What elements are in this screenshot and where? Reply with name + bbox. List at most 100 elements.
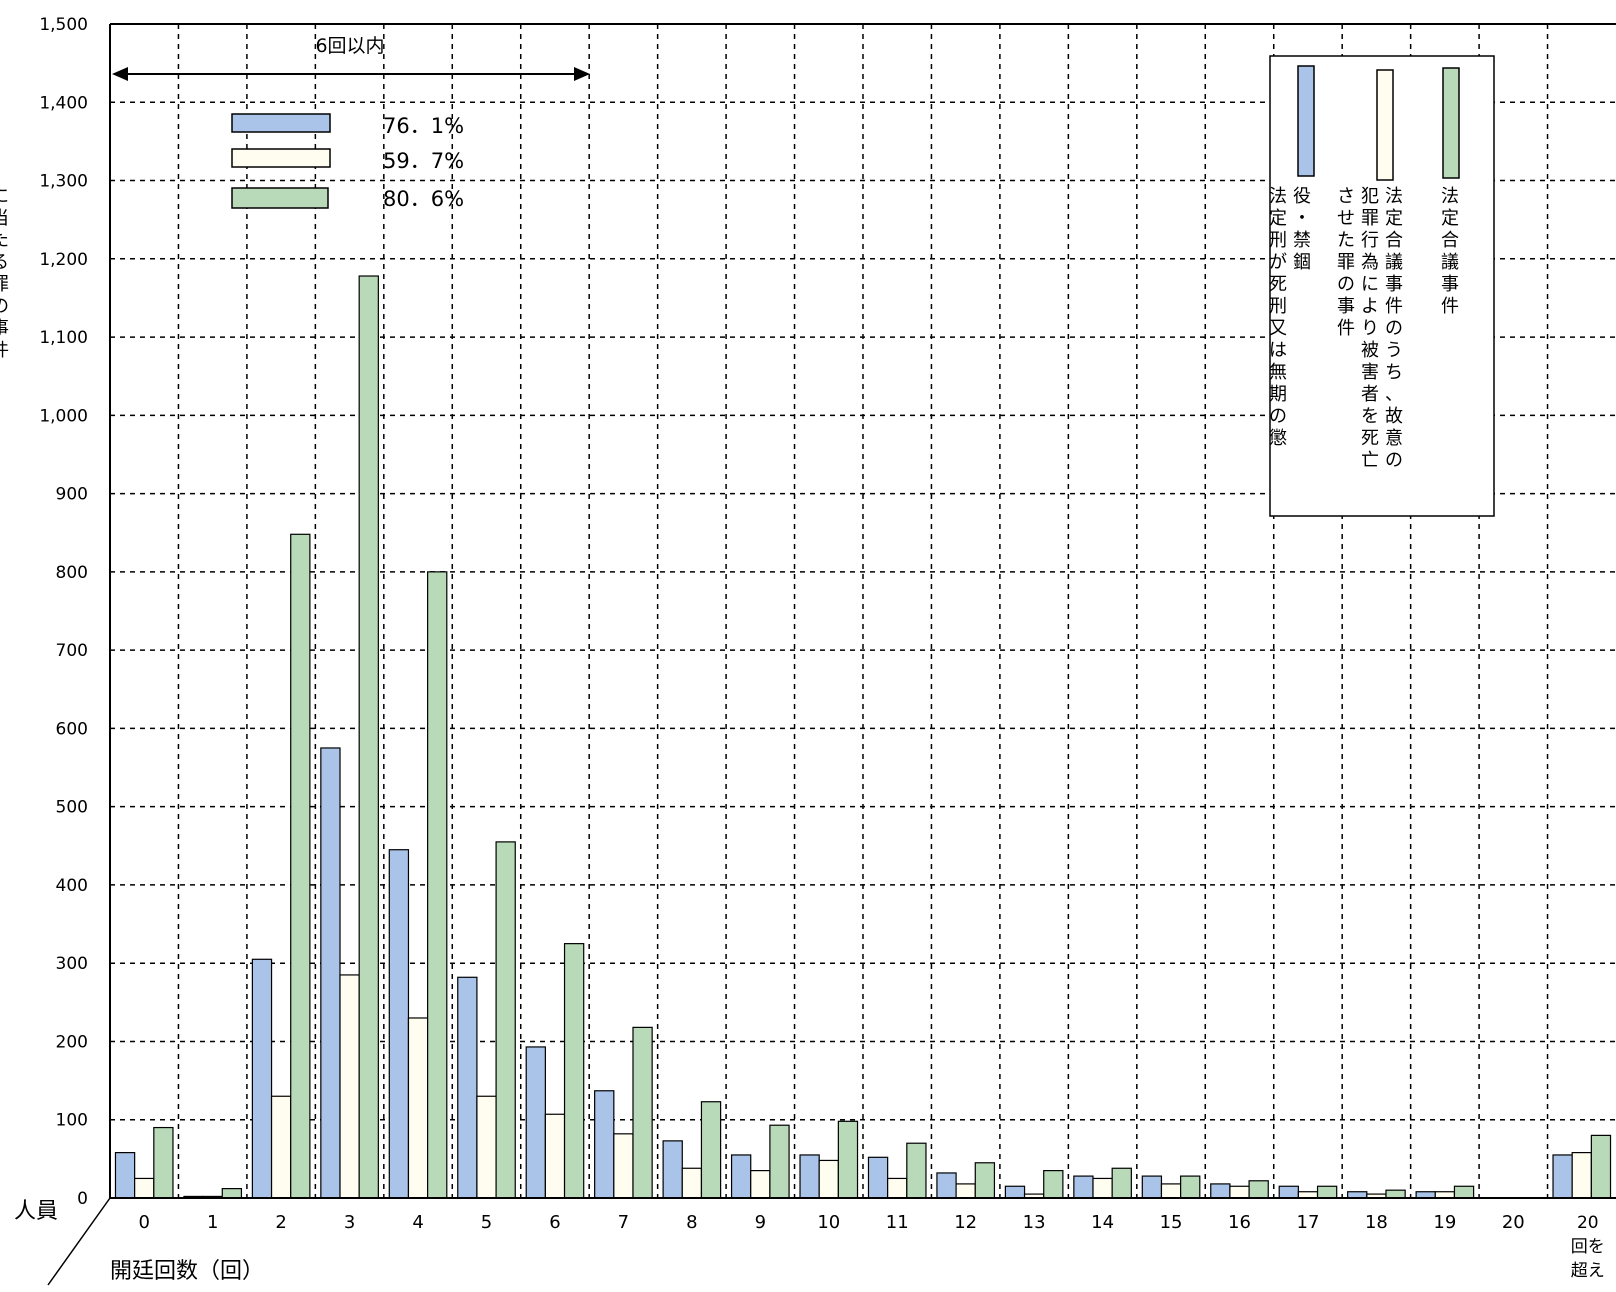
bar bbox=[407, 1017, 429, 1199]
bar bbox=[887, 1177, 908, 1199]
pct-swatch-cream bbox=[231, 148, 331, 168]
bar bbox=[221, 1188, 243, 1199]
legend-char: 件 bbox=[1337, 318, 1355, 339]
legend-char: 者 bbox=[1361, 384, 1379, 405]
bar bbox=[476, 1095, 497, 1199]
legend-swatch-blue bbox=[1297, 65, 1315, 177]
range-annotation: 6回以内 bbox=[112, 35, 590, 81]
y-tick-label: 400 bbox=[56, 876, 88, 896]
legend-char: 事 bbox=[0, 318, 9, 339]
bar bbox=[1278, 1185, 1299, 1199]
bar bbox=[818, 1159, 839, 1199]
y-tick-label: 1,000 bbox=[39, 406, 88, 426]
legend-char: 意 bbox=[1385, 428, 1403, 449]
pct-value-1: 76．1% bbox=[383, 114, 464, 138]
legend-char: 死 bbox=[1361, 428, 1379, 449]
bar bbox=[1590, 1134, 1612, 1199]
bar bbox=[837, 1120, 859, 1199]
bar bbox=[1180, 1175, 1201, 1199]
bar bbox=[974, 1162, 996, 1199]
y-tick-label: 1,300 bbox=[39, 172, 88, 192]
bar bbox=[1004, 1185, 1026, 1199]
bar bbox=[114, 1152, 136, 1199]
x-tick-label-line: 回を bbox=[1571, 1237, 1605, 1257]
x-tick-label: 15 bbox=[1160, 1212, 1183, 1233]
legend-char: 故 bbox=[1385, 406, 1403, 427]
x-tick-label: 4 bbox=[412, 1212, 423, 1233]
legend-char: が bbox=[1269, 252, 1287, 273]
bar bbox=[799, 1154, 820, 1199]
y-tick-label: 300 bbox=[56, 954, 88, 974]
x-tick-label: 3 bbox=[344, 1212, 355, 1233]
bar bbox=[867, 1156, 889, 1199]
legend-char: 当 bbox=[0, 208, 9, 229]
legend-char: 刑 bbox=[1269, 296, 1287, 317]
legend-text: 役・禁錮法定刑が死刑又は無期の懲に当たる罪の事件法定合議事件のうち、故意の犯罪行… bbox=[0, 186, 1459, 471]
legend-char: せ bbox=[1337, 208, 1355, 229]
bar bbox=[1092, 1177, 1113, 1199]
legend-char: 件 bbox=[1385, 296, 1403, 317]
x-tick-label: 18 bbox=[1365, 1212, 1388, 1233]
percentage-legend: 76．1% 59．7% 80．6% bbox=[231, 113, 464, 211]
bar bbox=[594, 1090, 615, 1199]
bar bbox=[769, 1124, 790, 1199]
bar bbox=[457, 976, 478, 1199]
pct-value-2: 59．7% bbox=[383, 149, 464, 173]
pct-swatch-blue bbox=[231, 113, 331, 133]
y-tick-label: 200 bbox=[56, 1032, 88, 1052]
legend-char: 法 bbox=[1269, 186, 1287, 207]
bar bbox=[525, 1046, 546, 1199]
legend-char: う bbox=[1385, 340, 1403, 361]
x-tick-label: 8 bbox=[686, 1212, 697, 1233]
legend-char: 法 bbox=[1385, 186, 1403, 207]
bars bbox=[114, 275, 1612, 1199]
bar bbox=[906, 1142, 927, 1199]
bar bbox=[1248, 1180, 1269, 1199]
x-tick-label: 19 bbox=[1433, 1212, 1456, 1233]
x-tick-label: 20 bbox=[1577, 1213, 1599, 1233]
bar bbox=[632, 1026, 653, 1199]
legend-char: 錮 bbox=[1293, 252, 1311, 273]
y-tick-label: 700 bbox=[56, 641, 88, 661]
legend-char: の bbox=[1337, 274, 1355, 295]
y-tick-label: 800 bbox=[56, 563, 88, 583]
axis-corner-diagonal bbox=[47, 1197, 111, 1286]
pct-value-3: 80．6% bbox=[383, 187, 464, 211]
bar bbox=[750, 1170, 771, 1199]
y-tick-label: 1,200 bbox=[39, 250, 88, 270]
bar bbox=[700, 1101, 722, 1199]
legend-char: 議 bbox=[1441, 252, 1459, 273]
legend-char: 合 bbox=[1385, 230, 1403, 251]
legend-char: 合 bbox=[1441, 230, 1459, 251]
legend-char: 害 bbox=[1361, 362, 1379, 383]
legend-char: 行 bbox=[1361, 230, 1379, 251]
bar bbox=[1229, 1185, 1250, 1199]
legend-char: 役 bbox=[1293, 186, 1311, 207]
bar bbox=[1453, 1185, 1475, 1199]
legend-char: 定 bbox=[1269, 208, 1287, 229]
x-tick-label: 16 bbox=[1228, 1212, 1251, 1233]
range-arrow-left bbox=[112, 67, 128, 81]
y-axis-title: 人員 bbox=[14, 1199, 58, 1224]
bar bbox=[681, 1167, 703, 1199]
legend-char: 件 bbox=[0, 340, 9, 361]
x-tick-label: 13 bbox=[1023, 1212, 1046, 1233]
legend-char: 為 bbox=[1361, 252, 1379, 273]
bar bbox=[388, 849, 410, 1199]
legend-char: の bbox=[1385, 450, 1403, 471]
legend-char: 定 bbox=[1385, 208, 1403, 229]
legend-char: 犯 bbox=[1361, 186, 1379, 207]
legend-char: 、 bbox=[1385, 384, 1403, 405]
legend-char: 亡 bbox=[1361, 450, 1379, 471]
legend-char: を bbox=[1361, 406, 1379, 427]
bar bbox=[662, 1140, 683, 1199]
x-tick-label: 0 bbox=[139, 1212, 150, 1233]
legend-char: 懲 bbox=[1269, 428, 1287, 449]
bar bbox=[730, 1154, 752, 1199]
x-tick-label: 14 bbox=[1091, 1212, 1114, 1233]
bar bbox=[1111, 1167, 1132, 1199]
bar bbox=[134, 1177, 155, 1199]
legend-char: 死 bbox=[1269, 274, 1287, 295]
legend-char: 事 bbox=[1441, 274, 1459, 295]
